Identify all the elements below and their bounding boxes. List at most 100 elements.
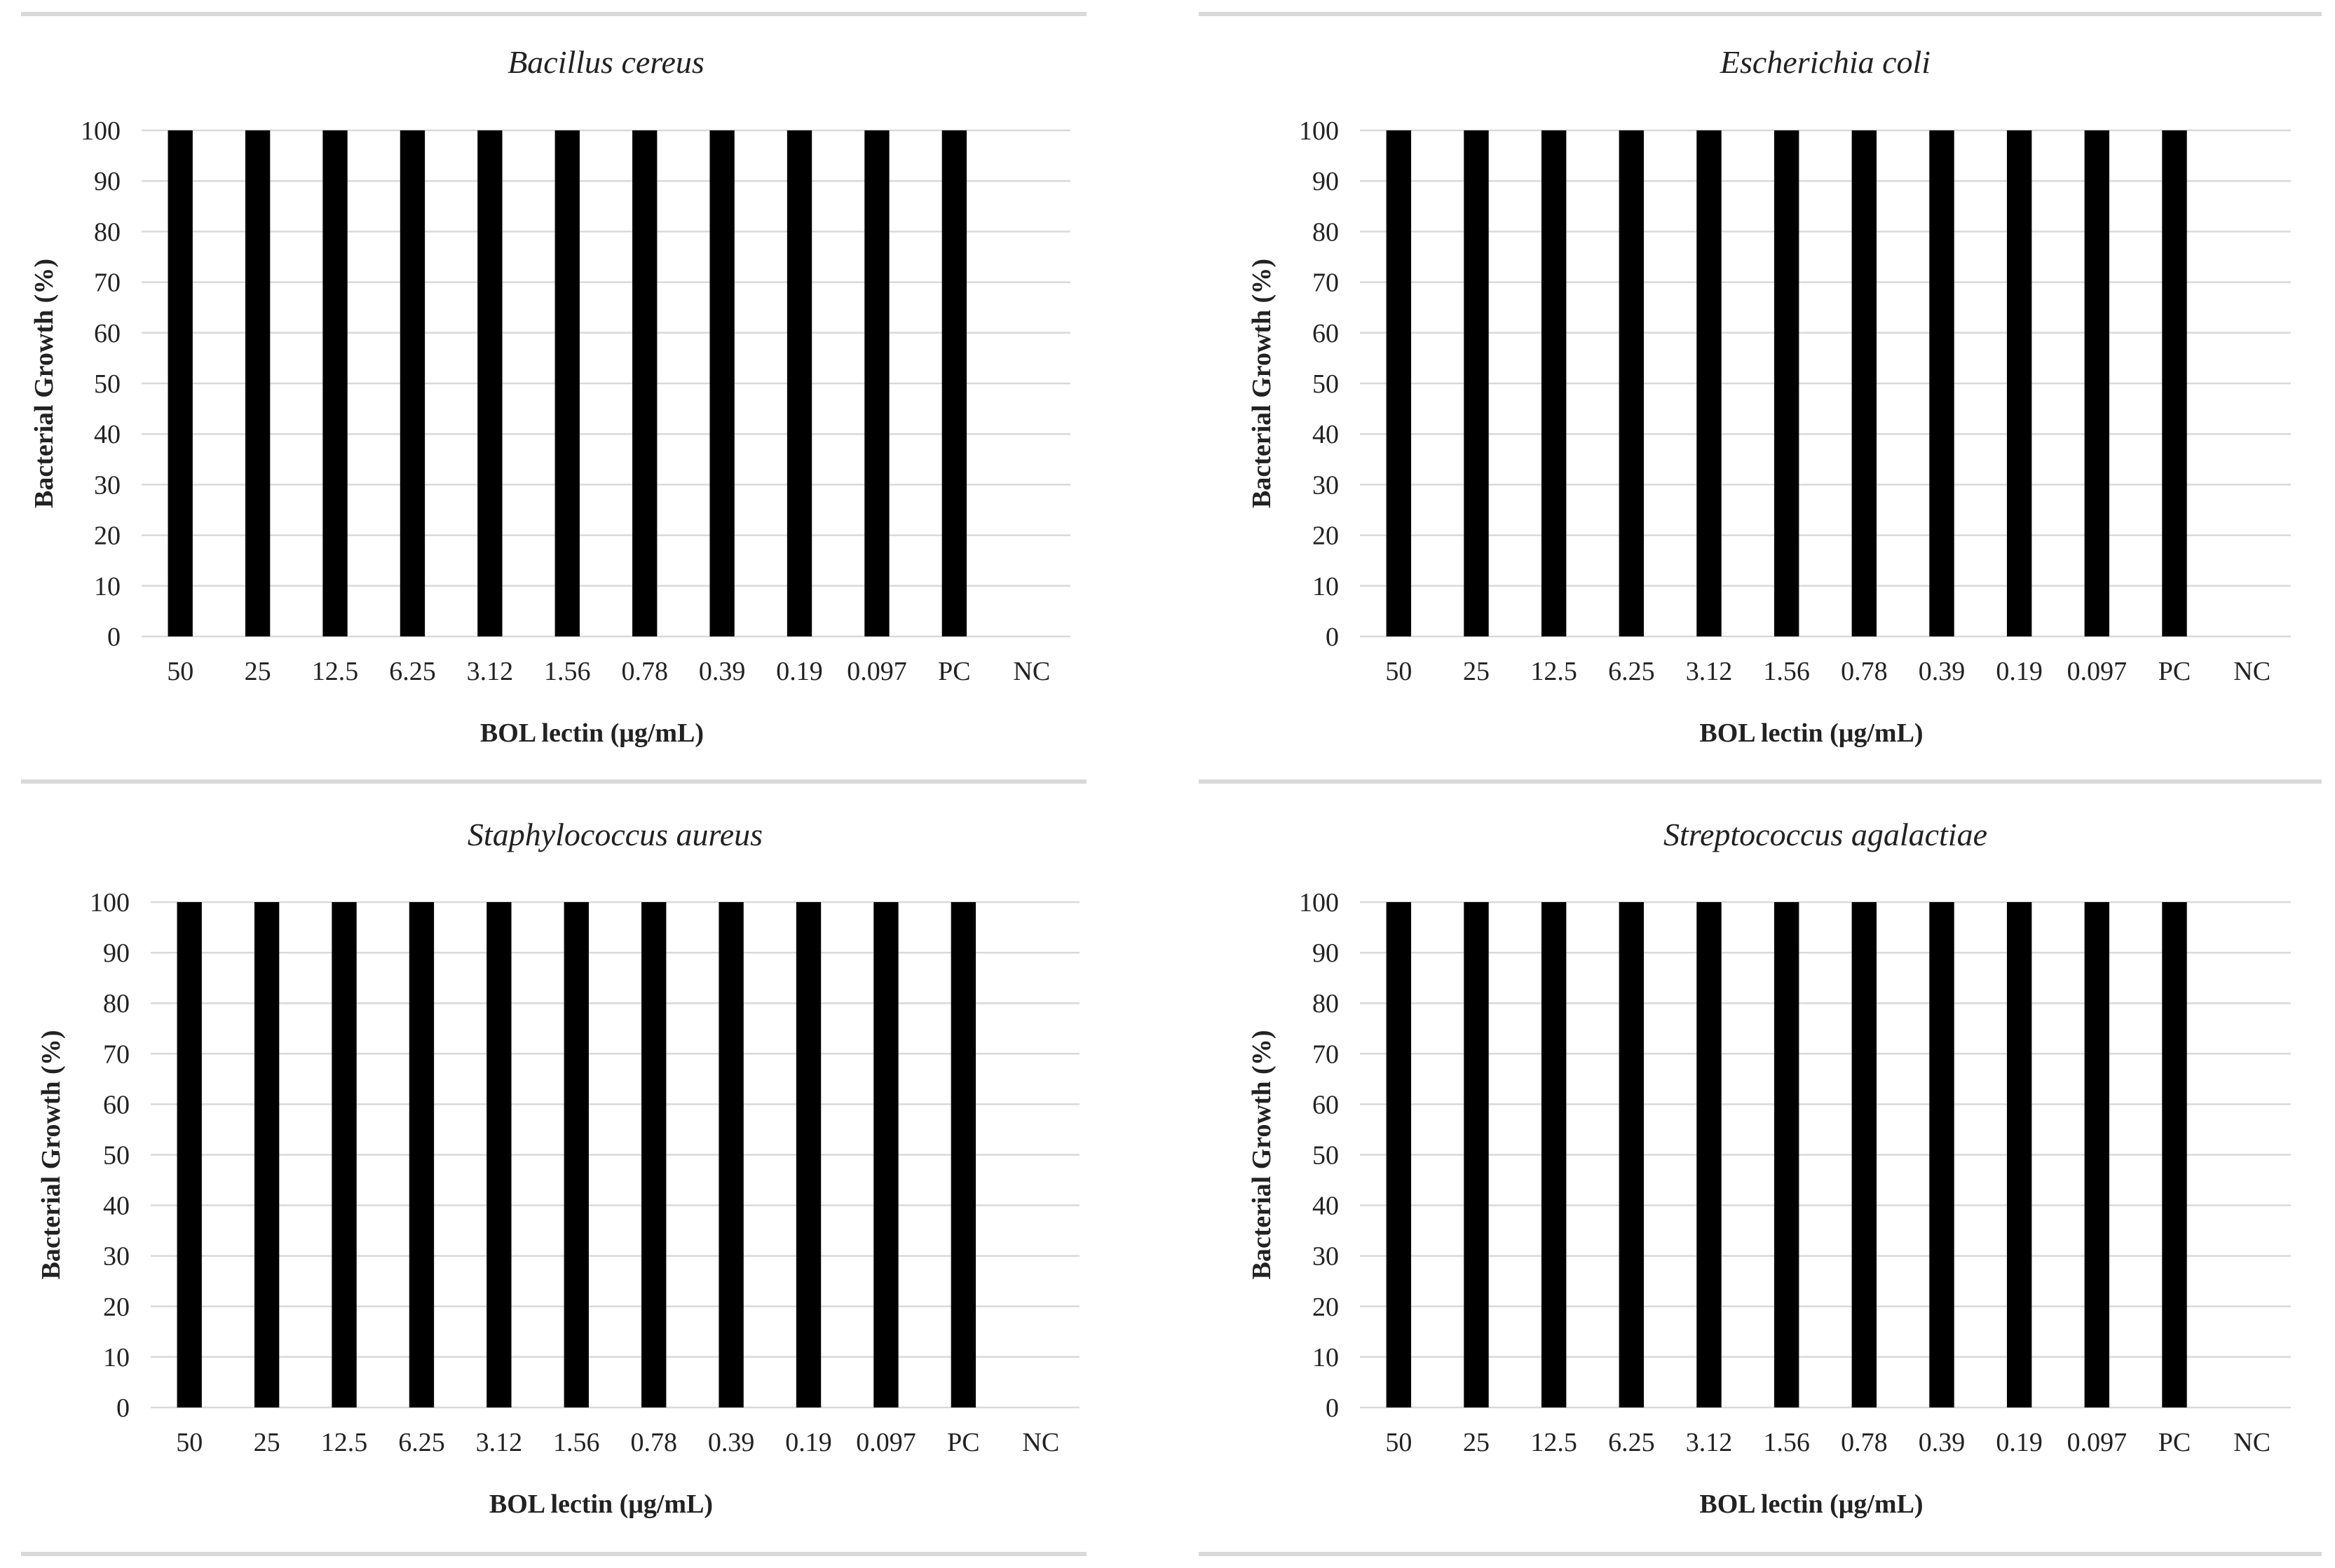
x-tick-label: NC xyxy=(2233,657,2271,686)
x-tick-label: 0.097 xyxy=(2067,1428,2128,1457)
x-tick-label: 25 xyxy=(1463,1428,1490,1457)
y-tick-label: 90 xyxy=(103,939,130,968)
bar-1.56 xyxy=(1774,902,1799,1407)
y-tick-label: 20 xyxy=(1312,521,1339,551)
y-tick-label: 90 xyxy=(94,167,121,196)
y-tick-label: 100 xyxy=(1299,116,1339,146)
x-tick-label: PC xyxy=(2158,1428,2191,1457)
bar-0.097 xyxy=(873,902,899,1407)
x-tick-label: 12.5 xyxy=(1530,657,1577,686)
y-axis-label: Bacterial Growth (%) xyxy=(36,1030,66,1280)
bar-3.12 xyxy=(477,130,503,636)
bar-PC xyxy=(2162,130,2187,636)
x-tick-label: 3.12 xyxy=(1686,657,1733,686)
x-tick-label: 1.56 xyxy=(1763,657,1810,686)
bar-25 xyxy=(1464,902,1489,1407)
bar-PC xyxy=(941,130,967,636)
y-tick-label: 100 xyxy=(90,888,130,918)
x-tick-label: PC xyxy=(2158,657,2191,686)
x-tick-label: 0.78 xyxy=(1841,1428,1888,1457)
bar-6.25 xyxy=(400,130,426,636)
y-tick-label: 100 xyxy=(1299,888,1339,918)
y-tick-label: 100 xyxy=(81,116,121,146)
bar-0.39 xyxy=(1929,902,1954,1407)
x-tick-label: PC xyxy=(947,1428,979,1457)
bar-25 xyxy=(1464,130,1489,636)
bar-50 xyxy=(177,902,202,1407)
chart-panel-3: Staphylococcus aureus 0 10 20 30 40 50 60 70 80 90… xyxy=(36,817,1080,1519)
bar-0.097 xyxy=(2084,902,2110,1407)
bar-1.56 xyxy=(1774,130,1799,636)
y-tick-label: 20 xyxy=(103,1293,130,1322)
y-tick-label: 90 xyxy=(1312,939,1339,968)
bar-0.19 xyxy=(2006,130,2032,636)
y-tick-label: 20 xyxy=(1312,1293,1339,1322)
y-tick-label: 50 xyxy=(103,1141,130,1171)
y-tick-label: 50 xyxy=(94,369,121,399)
x-tick-label: NC xyxy=(1013,657,1050,686)
bar-PC xyxy=(951,902,976,1407)
y-tick-label: 70 xyxy=(103,1039,130,1069)
x-tick-label: 25 xyxy=(245,657,271,686)
chart-title: Staphylococcus aureus xyxy=(468,817,763,852)
x-tick-label: 1.56 xyxy=(544,657,591,686)
bar-12.5 xyxy=(332,902,357,1407)
y-tick-label: 10 xyxy=(94,572,121,601)
bar-0.39 xyxy=(1929,130,1954,636)
bar-50 xyxy=(168,130,193,636)
y-tick-label: 40 xyxy=(1312,420,1339,449)
bar-50 xyxy=(1386,130,1412,636)
bar-1.56 xyxy=(564,902,589,1407)
bar-0.19 xyxy=(796,902,822,1407)
bar-0.097 xyxy=(2084,130,2110,636)
x-tick-label: NC xyxy=(1022,1428,1059,1457)
x-tick-label: 50 xyxy=(1385,657,1412,686)
y-tick-label: 10 xyxy=(1312,572,1339,601)
x-tick-label: 0.19 xyxy=(785,1428,832,1457)
bar-3.12 xyxy=(1696,130,1722,636)
bar-6.25 xyxy=(409,902,435,1407)
bar-0.78 xyxy=(1851,902,1877,1407)
x-tick-label: 12.5 xyxy=(1530,1428,1577,1457)
y-tick-label: 30 xyxy=(1312,470,1339,500)
y-tick-label: 70 xyxy=(1312,1039,1339,1069)
x-tick-label: 3.12 xyxy=(476,1428,523,1457)
x-tick-label: 0.39 xyxy=(1919,657,1966,686)
y-tick-label: 40 xyxy=(1312,1192,1339,1221)
x-tick-label: 25 xyxy=(1463,657,1490,686)
x-tick-label: 3.12 xyxy=(467,657,514,686)
x-tick-label: 1.56 xyxy=(1763,1428,1810,1457)
y-tick-label: 60 xyxy=(1312,319,1339,348)
bar-0.78 xyxy=(1851,130,1877,636)
x-tick-label: 3.12 xyxy=(1686,1428,1733,1457)
chart-title: Streptococcus agalactiae xyxy=(1663,817,1987,852)
x-axis-label: BOL lectin (μg/mL) xyxy=(480,718,704,748)
bar-12.5 xyxy=(1541,130,1567,636)
bar-1.56 xyxy=(554,130,580,636)
x-tick-label: 1.56 xyxy=(553,1428,600,1457)
x-tick-label: 12.5 xyxy=(321,1428,368,1457)
x-tick-label: 6.25 xyxy=(1608,1428,1655,1457)
bar-6.25 xyxy=(1619,902,1645,1407)
x-tick-label: 0.78 xyxy=(621,657,668,686)
bar-0.19 xyxy=(787,130,812,636)
y-tick-label: 20 xyxy=(94,521,121,551)
x-tick-label: 0.097 xyxy=(856,1428,916,1457)
y-tick-label: 70 xyxy=(94,268,121,298)
x-tick-label: 6.25 xyxy=(1608,657,1655,686)
y-tick-label: 80 xyxy=(103,989,130,1018)
x-tick-label: PC xyxy=(938,657,970,686)
x-tick-label: 0.097 xyxy=(847,657,907,686)
bar-50 xyxy=(1386,902,1412,1407)
x-tick-label: 25 xyxy=(254,1428,280,1457)
y-tick-label: 60 xyxy=(103,1090,130,1119)
bar-0.78 xyxy=(632,130,658,636)
y-tick-label: 90 xyxy=(1312,167,1339,196)
y-tick-label: 80 xyxy=(1312,217,1339,247)
x-tick-label: 0.19 xyxy=(1996,1428,2043,1457)
bar-0.097 xyxy=(864,130,890,636)
x-tick-label: NC xyxy=(2233,1428,2271,1457)
x-tick-label: 0.19 xyxy=(776,657,823,686)
x-tick-label: 0.39 xyxy=(708,1428,755,1457)
